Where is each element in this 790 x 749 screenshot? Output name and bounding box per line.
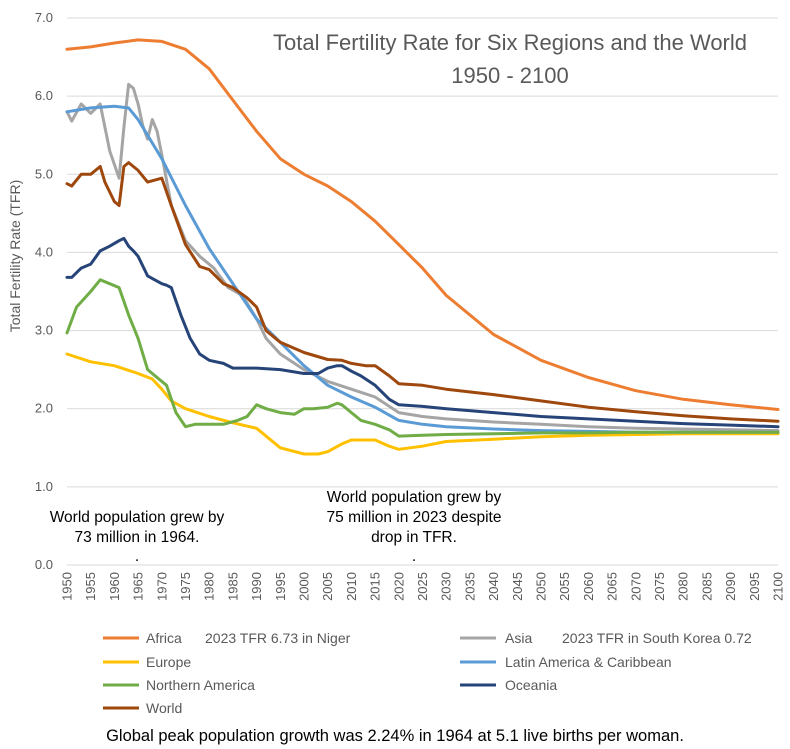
y-tick-label: 1.0 xyxy=(35,479,53,494)
annotation-2023-marker: . xyxy=(412,548,416,565)
x-tick-label: 2055 xyxy=(557,572,572,601)
series-line-northern-america xyxy=(65,278,780,438)
x-tick-label: 1990 xyxy=(249,572,264,601)
x-tick-label: 1965 xyxy=(131,572,146,601)
x-tick-label: 2075 xyxy=(652,572,667,601)
x-tick-label: 2010 xyxy=(344,572,359,601)
x-tick-label: 1950 xyxy=(60,572,75,601)
x-tick-label: 1955 xyxy=(83,572,98,601)
y-tick-label: 5.0 xyxy=(35,166,53,181)
x-tick-label: 1985 xyxy=(225,572,240,601)
x-tick-label: 2005 xyxy=(320,572,335,601)
x-tick-label: 1970 xyxy=(154,572,169,601)
x-tick-label: 2050 xyxy=(534,572,549,601)
x-axis-ticks: 1950 1955 1960 1965 1970 1975 1980 1985 1990 1995… xyxy=(60,572,786,601)
x-tick-label: 2025 xyxy=(415,572,430,601)
x-tick-label: 2090 xyxy=(723,572,738,601)
x-tick-label: 2095 xyxy=(747,572,762,601)
footer-note: Global peak population growth was 2.24% … xyxy=(106,727,684,745)
chart-subtitle: 1950 - 2100 xyxy=(451,63,568,88)
y-tick-label: 6.0 xyxy=(35,88,53,103)
y-axis-label: Total Fertility Rate (TFR) xyxy=(7,180,23,332)
annotation-1964-marker: . xyxy=(135,548,139,565)
legend-note-africa: 2023 TFR 6.73 in Niger xyxy=(205,630,351,646)
annotation-1964-line1: World population grew by xyxy=(50,509,225,526)
y-tick-label: 0.0 xyxy=(35,557,53,572)
x-tick-label: 2015 xyxy=(368,572,383,601)
legend-label-africa: Africa xyxy=(146,630,182,646)
x-tick-label: 1975 xyxy=(178,572,193,601)
annotation-2023-line3: drop in TFR. xyxy=(371,529,457,546)
x-tick-label: 2080 xyxy=(676,572,691,601)
legend-label-latin-america-caribbean: Latin America & Caribbean xyxy=(505,654,672,670)
x-tick-label: 1995 xyxy=(273,572,288,601)
legend-label-world: World xyxy=(146,700,182,716)
legend-label-europe: Europe xyxy=(146,654,191,670)
legend-note-asia: 2023 TFR in South Korea 0.72 xyxy=(562,630,752,646)
y-tick-label: 7.0 xyxy=(35,10,53,25)
series-line-europe xyxy=(65,352,780,456)
annotation-2023-line1: World population grew by xyxy=(327,489,502,506)
y-tick-label: 3.0 xyxy=(35,323,53,338)
y-axis-ticks: 0.0 1.0 2.0 3.0 4.0 5.0 6.0 7.0 xyxy=(35,10,53,572)
y-tick-label: 4.0 xyxy=(35,244,53,259)
series-line-asia xyxy=(65,82,780,433)
x-tick-label: 1960 xyxy=(107,572,122,601)
annotation-1964-line2: 73 million in 1964. xyxy=(75,529,200,546)
x-tick-label: 2020 xyxy=(391,572,406,601)
chart-title: Total Fertility Rate for Six Regions and… xyxy=(273,30,747,55)
legend-label-northern-america: Northern America xyxy=(146,677,255,693)
x-tick-label: 2100 xyxy=(771,572,786,601)
series-lines xyxy=(65,38,780,456)
x-tick-label: 2060 xyxy=(581,572,596,601)
series-line-africa xyxy=(65,38,780,411)
series-line-world xyxy=(65,161,780,423)
legend-label-asia: Asia xyxy=(505,630,532,646)
x-tick-label: 2030 xyxy=(439,572,454,601)
x-tick-label: 1980 xyxy=(202,572,217,601)
y-tick-label: 2.0 xyxy=(35,401,53,416)
x-tick-label: 2035 xyxy=(462,572,477,601)
annotation-2023-line2: 75 million in 2023 despite xyxy=(327,509,502,526)
x-tick-label: 2045 xyxy=(510,572,525,601)
legend-label-oceania: Oceania xyxy=(505,677,557,693)
legend: Africa 2023 TFR 6.73 in Niger Asia 2023 TFR… xyxy=(103,630,752,716)
x-tick-label: 2065 xyxy=(605,572,620,601)
x-tick-label: 2070 xyxy=(628,572,643,601)
x-tick-label: 2040 xyxy=(486,572,501,601)
x-tick-label: 2085 xyxy=(699,572,714,601)
series-line-oceania xyxy=(65,236,780,429)
x-tick-label: 2000 xyxy=(297,572,312,601)
